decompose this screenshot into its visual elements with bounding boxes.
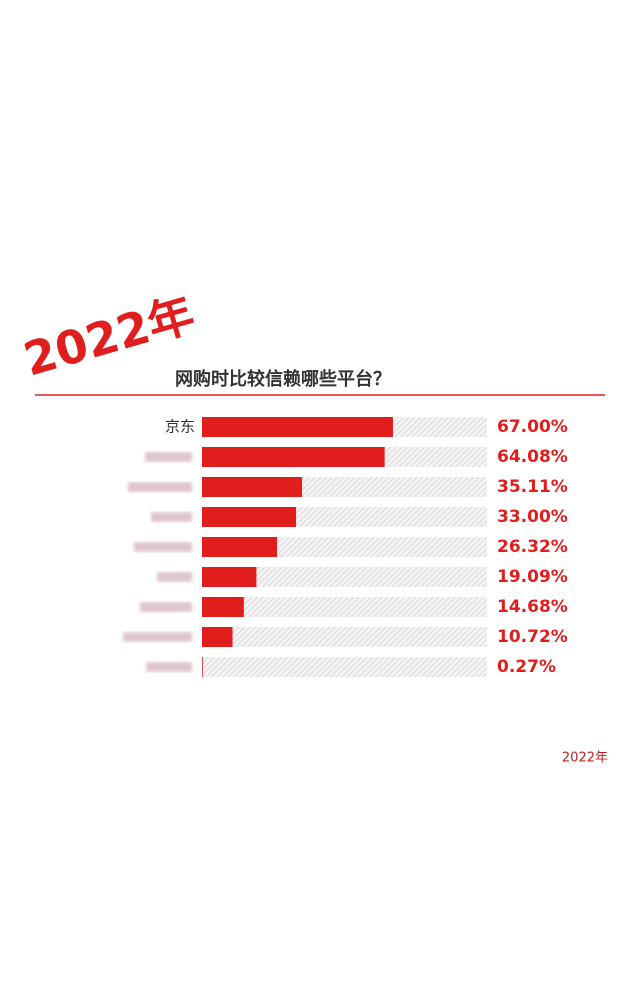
footer: 2022年 xyxy=(562,751,608,766)
bar xyxy=(202,597,244,617)
bar xyxy=(202,417,393,437)
value-label: 0.27% xyxy=(497,657,556,677)
blurred-label xyxy=(146,662,192,672)
y-tick-label: 京东 xyxy=(165,418,195,436)
blurred-label xyxy=(151,512,192,522)
blurred-label xyxy=(128,482,192,492)
value-label: 64.08% xyxy=(497,447,568,467)
bar xyxy=(202,537,278,557)
blurred-label xyxy=(123,632,192,642)
bar-track xyxy=(202,657,487,677)
value-label: 67.00% xyxy=(497,417,568,437)
bar xyxy=(202,567,257,587)
bar xyxy=(202,627,233,647)
bar xyxy=(202,507,297,527)
bar xyxy=(202,657,203,677)
value-label: 14.68% xyxy=(497,597,568,617)
blurred-label xyxy=(145,452,192,462)
blurred-label xyxy=(157,572,192,582)
blurred-label xyxy=(134,542,192,552)
value-label: 10.72% xyxy=(497,627,568,647)
bar-track xyxy=(202,627,487,647)
blurred-label xyxy=(140,602,192,612)
value-label: 35.11% xyxy=(497,477,568,497)
bar-track xyxy=(202,567,487,587)
bar xyxy=(202,477,303,497)
value-label: 33.00% xyxy=(497,507,568,527)
chart-subtitle: 网购时比较信赖哪些平台？ xyxy=(175,368,391,390)
value-label: 19.09% xyxy=(497,567,568,587)
bar xyxy=(202,447,385,467)
bar-track xyxy=(202,597,487,617)
value-label: 26.32% xyxy=(497,537,568,557)
chart-title: 2022年 xyxy=(18,287,200,387)
